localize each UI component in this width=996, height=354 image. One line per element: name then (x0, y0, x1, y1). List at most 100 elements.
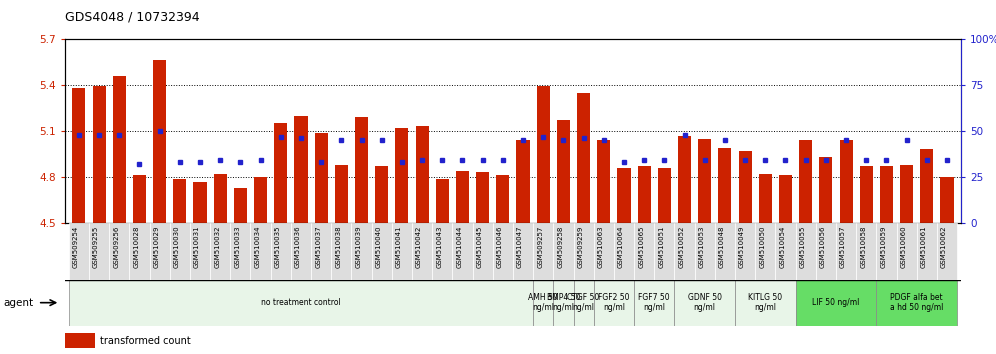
Bar (820, 157, 833, 223)
Bar (836, 223, 857, 280)
Text: GSM510060: GSM510060 (900, 226, 906, 268)
Text: GSM510045: GSM510045 (477, 226, 483, 268)
Bar (415, 126, 428, 223)
Bar (213, 174, 227, 223)
Bar (412, 223, 432, 280)
Bar (618, 168, 630, 223)
Bar (315, 132, 328, 223)
Text: GSM510054: GSM510054 (780, 226, 786, 268)
Bar (372, 223, 391, 280)
Bar (472, 223, 493, 280)
Bar (739, 151, 752, 223)
Bar (554, 223, 574, 280)
Bar (799, 140, 813, 223)
Bar (254, 177, 267, 223)
Bar (169, 223, 190, 280)
Text: GSM509259: GSM509259 (578, 226, 584, 268)
Bar (759, 174, 772, 223)
Bar (554, 280, 574, 326)
Text: GSM510043: GSM510043 (436, 226, 442, 268)
Bar (796, 280, 876, 326)
Text: GSM510038: GSM510038 (336, 226, 342, 268)
Bar (857, 223, 876, 280)
Text: agent: agent (3, 298, 33, 308)
Text: GSM510049: GSM510049 (739, 226, 745, 268)
Bar (715, 223, 735, 280)
Bar (435, 178, 449, 223)
Bar (779, 176, 792, 223)
Bar (896, 223, 916, 280)
Bar (391, 223, 412, 280)
Bar (332, 223, 352, 280)
Bar (73, 88, 86, 223)
Text: GSM510042: GSM510042 (416, 226, 422, 268)
Bar (634, 280, 674, 326)
Bar (291, 223, 311, 280)
Text: GSM510051: GSM510051 (658, 226, 664, 268)
Bar (755, 223, 776, 280)
Text: GSM510039: GSM510039 (356, 226, 362, 268)
Bar (432, 223, 452, 280)
Bar (513, 223, 533, 280)
Bar (637, 166, 650, 223)
Bar (65, 333, 95, 348)
Bar (533, 223, 554, 280)
Bar (295, 116, 308, 223)
Bar (776, 223, 796, 280)
Bar (274, 123, 287, 223)
Text: GSM510044: GSM510044 (456, 226, 462, 268)
Bar (193, 182, 206, 223)
Text: GSM510047: GSM510047 (517, 226, 523, 268)
Text: GSM510048: GSM510048 (719, 226, 725, 268)
Bar (577, 93, 591, 223)
Bar (634, 223, 654, 280)
Bar (89, 223, 110, 280)
Bar (900, 165, 913, 223)
Bar (816, 223, 836, 280)
Text: GSM509254: GSM509254 (73, 226, 79, 268)
Text: GSM509256: GSM509256 (114, 226, 120, 268)
Bar (718, 148, 731, 223)
Bar (210, 223, 230, 280)
Bar (654, 223, 674, 280)
Text: GSM510053: GSM510053 (699, 226, 705, 268)
Text: GSM510041: GSM510041 (395, 226, 402, 268)
Text: KITLG 50
ng/ml: KITLG 50 ng/ml (748, 293, 783, 312)
Text: GSM510064: GSM510064 (618, 226, 623, 268)
Text: GSM510061: GSM510061 (921, 226, 927, 268)
Bar (69, 280, 533, 326)
Bar (230, 223, 250, 280)
Bar (375, 166, 388, 223)
Bar (594, 280, 634, 326)
Text: transformed count: transformed count (100, 336, 190, 346)
Bar (395, 128, 408, 223)
Text: GSM510029: GSM510029 (153, 226, 159, 268)
Bar (355, 117, 369, 223)
Bar (456, 171, 469, 223)
Bar (598, 140, 611, 223)
Bar (796, 223, 816, 280)
Text: GSM510034: GSM510034 (255, 226, 261, 268)
Text: FGF2 50
ng/ml: FGF2 50 ng/ml (599, 293, 629, 312)
Bar (594, 223, 614, 280)
Text: GSM510035: GSM510035 (275, 226, 281, 268)
Bar (113, 76, 125, 223)
Bar (335, 165, 348, 223)
Bar (149, 223, 169, 280)
Bar (190, 223, 210, 280)
Bar (132, 176, 146, 223)
Text: GSM510062: GSM510062 (941, 226, 947, 268)
Text: GSM510040: GSM510040 (375, 226, 381, 268)
Text: GSM510037: GSM510037 (315, 226, 321, 268)
Bar (352, 223, 372, 280)
Text: GSM510052: GSM510052 (678, 226, 684, 268)
Bar (920, 149, 933, 223)
Bar (574, 280, 594, 326)
Text: no treatment control: no treatment control (261, 298, 341, 307)
Bar (234, 188, 247, 223)
Bar (250, 223, 271, 280)
Bar (496, 176, 509, 223)
Text: GSM510032: GSM510032 (214, 226, 220, 268)
Text: FGF7 50
ng/ml: FGF7 50 ng/ml (638, 293, 670, 312)
Bar (694, 223, 715, 280)
